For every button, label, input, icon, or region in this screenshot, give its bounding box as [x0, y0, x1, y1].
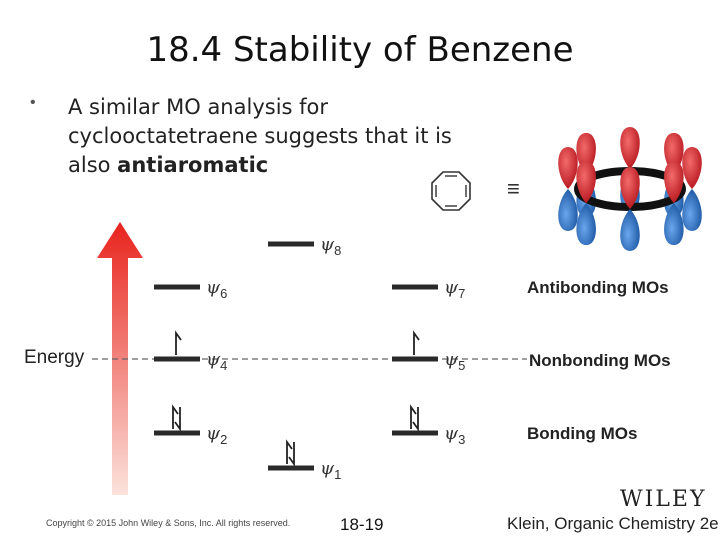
lobe-blue [682, 189, 702, 231]
energy-label: Energy [24, 347, 85, 368]
copyright-text: Copyright © 2015 John Wiley & Sons, Inc.… [46, 518, 291, 528]
electron-down-arrow [412, 407, 419, 432]
bullet-marker: • [30, 94, 36, 111]
lobe-red [682, 147, 702, 189]
mo-level-2: ψ2 [154, 404, 227, 447]
electron-up-arrow [410, 404, 417, 429]
mo-line [268, 465, 314, 471]
mo-line [154, 284, 200, 290]
p-orbital [620, 167, 640, 251]
mo-label: ψ5 [444, 349, 465, 373]
mo-line [392, 430, 438, 436]
p-orbital [558, 147, 578, 231]
mo-label: ψ6 [206, 277, 227, 301]
mo-label: ψ4 [206, 349, 227, 373]
lobe-blue [558, 189, 578, 231]
antibonding-label: Antibonding MOs [527, 278, 669, 297]
mo-label: ψ3 [444, 423, 465, 447]
book-reference: Klein, Organic Chemistry 2e [507, 514, 719, 533]
electron-up-arrow [286, 439, 293, 464]
mo-line [154, 430, 200, 436]
mo-line [392, 284, 438, 290]
mo-level-3: ψ3 [392, 404, 465, 447]
mo-level-4: ψ4 [154, 330, 227, 373]
lobe-red [558, 147, 578, 189]
lobe-red [664, 161, 684, 204]
bullet-text-bold: antiaromatic [117, 153, 269, 177]
lobe-red [576, 161, 596, 204]
lobe-blue [620, 209, 640, 251]
mo-line [268, 241, 314, 247]
mo-level-8: ψ8 [268, 234, 341, 258]
lobe-blue [576, 203, 596, 246]
lobe-red [620, 127, 640, 169]
page-number: 18-19 [340, 515, 384, 534]
p-orbital [682, 147, 702, 231]
electron-down-arrow [174, 407, 181, 432]
slide-title: 18.4 Stability of Benzene [146, 30, 574, 70]
mo-level-7: ψ7 [392, 277, 465, 301]
mo-label: ψ8 [320, 234, 341, 258]
mo-line [154, 356, 200, 362]
electron-up-arrow [413, 330, 420, 355]
mo-level-6: ψ6 [154, 277, 227, 301]
mo-label: ψ1 [320, 458, 341, 482]
bullet-text: A similar MO analysis for cyclooctatetra… [68, 93, 488, 180]
p-orbital [576, 161, 596, 246]
lobe-red [620, 167, 640, 209]
mo-line [392, 356, 438, 362]
equivalence-symbol: ≡ [507, 176, 520, 201]
mo-label: ψ7 [444, 277, 465, 301]
bullet-text-main: A similar MO analysis for cyclooctatetra… [68, 95, 452, 177]
lobe-blue [664, 203, 684, 246]
electron-up-arrow [172, 404, 179, 429]
wiley-logo: WILEY [620, 487, 707, 512]
cyclooctatetraene-structure [431, 171, 471, 211]
bonding-label: Bonding MOs [527, 424, 638, 443]
energy-arrow [97, 222, 143, 495]
mo-label: ψ2 [206, 423, 227, 447]
p-orbitals-illustration [558, 127, 702, 251]
mo-level-5: ψ5 [392, 330, 465, 373]
electron-down-arrow [288, 442, 295, 467]
nonbonding-label: Nonbonding MOs [527, 351, 671, 371]
mo-level-1: ψ1 [268, 439, 341, 482]
electron-up-arrow [175, 330, 182, 355]
p-orbital [664, 161, 684, 246]
